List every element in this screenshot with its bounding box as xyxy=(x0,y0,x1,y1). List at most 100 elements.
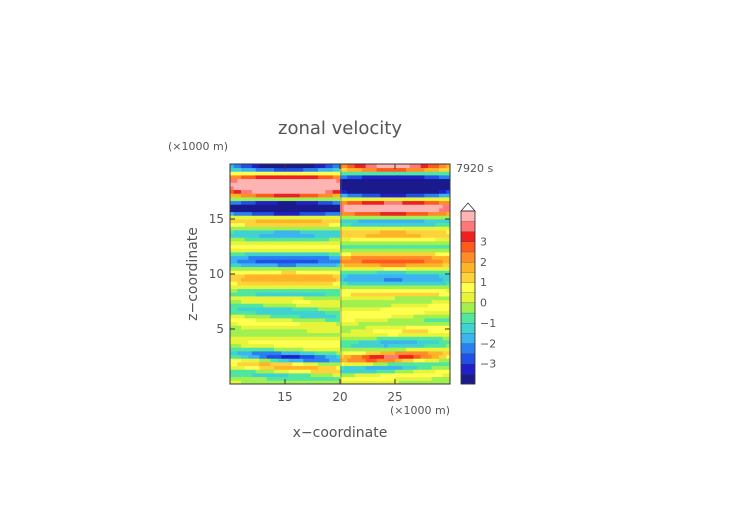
field-cell xyxy=(336,274,341,279)
field-cell xyxy=(376,277,381,282)
field-cell xyxy=(233,336,238,341)
field-cell xyxy=(325,274,330,279)
field-cell xyxy=(292,332,297,337)
field-cell xyxy=(336,318,341,323)
field-cell xyxy=(424,226,429,231)
field-cell xyxy=(263,164,268,169)
colorbar-swatch xyxy=(460,210,476,222)
field-cell xyxy=(230,358,235,363)
field-cell xyxy=(442,241,447,246)
field-cell xyxy=(241,204,246,209)
field-cell xyxy=(266,259,271,264)
field-cell xyxy=(336,171,341,176)
field-cell xyxy=(409,164,414,169)
field-cell xyxy=(439,336,444,341)
field-cell xyxy=(274,208,279,213)
field-cell xyxy=(358,288,363,293)
field-cell xyxy=(446,369,450,374)
field-cell xyxy=(417,362,422,367)
field-cell xyxy=(424,303,429,308)
field-cell xyxy=(332,321,337,326)
field-cell xyxy=(347,230,352,235)
field-cell xyxy=(402,340,407,345)
field-cell xyxy=(343,164,348,169)
field-cell xyxy=(307,171,312,176)
field-cell xyxy=(439,277,444,282)
field-cell xyxy=(446,186,450,191)
field-cell xyxy=(263,208,268,213)
field-cell xyxy=(292,354,297,359)
field-cell xyxy=(237,244,242,249)
field-cell xyxy=(384,354,389,359)
field-cell xyxy=(398,380,403,384)
field-cell xyxy=(303,332,308,337)
field-cell xyxy=(347,189,352,194)
field-cell xyxy=(428,244,433,249)
field-cell xyxy=(248,351,253,356)
field-cell xyxy=(391,197,396,202)
field-cell xyxy=(424,373,429,378)
field-cell xyxy=(281,354,286,359)
field-cell xyxy=(292,329,297,334)
field-cell xyxy=(376,167,381,172)
field-cell xyxy=(354,197,359,202)
field-cell xyxy=(237,288,242,293)
field-cell xyxy=(329,340,334,345)
field-cell xyxy=(332,237,337,242)
field-cell xyxy=(296,219,301,224)
field-cell xyxy=(347,321,352,326)
field-cell xyxy=(336,222,341,227)
field-cell xyxy=(237,182,242,187)
field-cell xyxy=(307,211,312,216)
field-cell xyxy=(255,307,260,312)
field-cell xyxy=(358,292,363,297)
field-cell xyxy=(314,285,319,290)
field-cell xyxy=(336,332,341,337)
field-cell xyxy=(270,321,275,326)
field-cell xyxy=(299,336,304,341)
field-cell xyxy=(277,200,282,205)
field-cell xyxy=(442,197,447,202)
field-cell xyxy=(274,175,279,180)
field-cell xyxy=(409,296,414,301)
field-cell xyxy=(241,248,246,253)
field-cell xyxy=(387,219,392,224)
field-cell xyxy=(230,233,235,238)
field-cell xyxy=(428,354,433,359)
field-cell xyxy=(274,358,279,363)
field-cell xyxy=(299,186,304,191)
field-cell xyxy=(259,226,264,231)
field-cell xyxy=(296,200,301,205)
field-cell xyxy=(233,347,238,352)
field-cell xyxy=(244,244,249,249)
field-cell xyxy=(369,189,374,194)
field-cell xyxy=(314,215,319,220)
field-cell xyxy=(402,222,407,227)
field-cell xyxy=(241,299,246,304)
field-cell xyxy=(369,219,374,224)
field-cell xyxy=(252,270,257,275)
field-cell xyxy=(332,307,337,312)
field-cell xyxy=(329,321,334,326)
field-cell xyxy=(237,178,242,183)
field-cell xyxy=(417,343,422,348)
field-cell xyxy=(343,277,348,282)
field-cell xyxy=(409,222,414,227)
field-cell xyxy=(325,270,330,275)
field-cell xyxy=(373,340,378,345)
field-cell xyxy=(354,288,359,293)
field-cell xyxy=(237,219,242,224)
field-cell xyxy=(325,380,330,384)
field-cell xyxy=(417,197,422,202)
field-cell xyxy=(310,193,315,198)
field-cell xyxy=(369,321,374,326)
field-cell xyxy=(406,244,411,249)
field-cell xyxy=(413,376,418,381)
field-cell xyxy=(321,182,326,187)
field-cell xyxy=(347,329,352,334)
field-cell xyxy=(439,354,444,359)
field-cell xyxy=(259,358,264,363)
field-cell xyxy=(270,204,275,209)
field-cell xyxy=(369,263,374,268)
field-cell xyxy=(431,237,436,242)
